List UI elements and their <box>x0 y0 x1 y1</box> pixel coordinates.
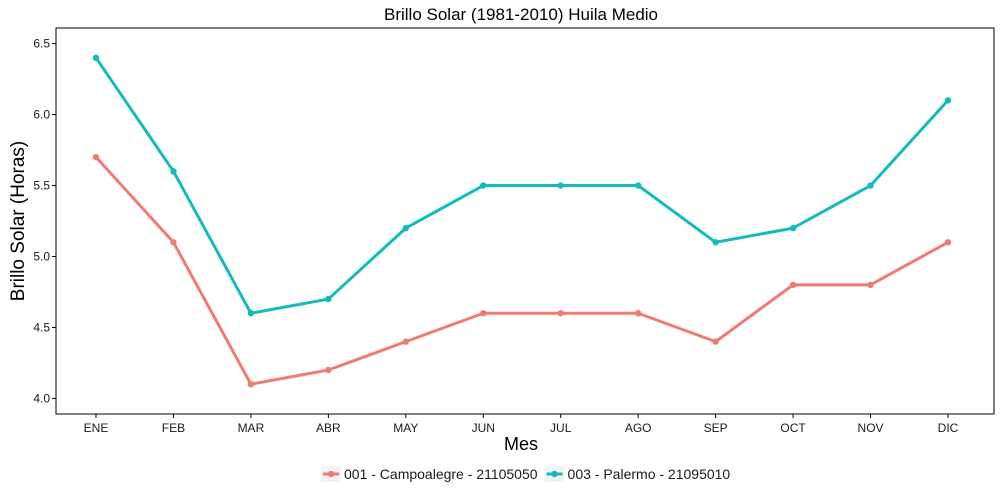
x-tick-label: NOV <box>858 421 884 435</box>
y-axis: 4.0 4.5 5.0 5.5 6.0 6.5 <box>33 37 56 405</box>
y-axis-title: Brillo Solar (Horas) <box>8 141 29 301</box>
y-tick-label: 5.5 <box>33 179 50 193</box>
data-point <box>325 295 332 303</box>
data-point <box>867 281 874 289</box>
x-axis-title: Mes <box>504 434 538 454</box>
legend-entry-label: 001 - Campoalegre - 21105050 <box>344 466 538 482</box>
data-point <box>480 310 487 317</box>
y-tick-label: 5.0 <box>33 249 50 263</box>
y-tick-label: 6.5 <box>33 37 50 51</box>
legend-key-point <box>327 470 335 478</box>
x-tick-label: ABR <box>316 421 341 435</box>
x-tick-label: AGO <box>625 421 652 435</box>
data-point <box>557 182 564 189</box>
series-line <box>94 56 950 315</box>
x-tick-label: JUN <box>472 421 495 435</box>
series-line <box>94 155 950 386</box>
data-point <box>789 224 797 232</box>
x-axis: ENE FEB MAR ABR MAY JUN JUL AGO SEP OCT NOV DIC <box>84 414 959 435</box>
x-tick-label: OCT <box>780 421 806 435</box>
data-point <box>402 338 410 345</box>
data-point <box>92 153 100 161</box>
x-tick-label: SEP <box>704 421 728 435</box>
chart-title: Brillo Solar (1981-2010) Huila Medio <box>384 5 658 24</box>
data-point <box>789 281 797 289</box>
series-layer <box>92 54 952 388</box>
data-point <box>867 182 874 189</box>
data-point <box>247 310 255 317</box>
data-point <box>944 239 952 246</box>
data-point <box>712 338 719 345</box>
data-point <box>170 168 177 175</box>
x-tick-label: JUL <box>550 421 572 435</box>
data-point <box>634 182 642 189</box>
data-point <box>92 54 100 62</box>
legend-entry-label: 003 - Palermo - 21095010 <box>568 466 731 482</box>
data-point <box>712 239 719 246</box>
data-point <box>170 239 177 246</box>
data-point <box>402 224 410 232</box>
data-point <box>557 310 564 317</box>
data-point <box>480 182 487 189</box>
y-tick-label: 4.0 <box>33 391 50 405</box>
data-point <box>247 380 255 388</box>
plot-panel <box>55 27 995 415</box>
y-tick-label: 4.5 <box>33 320 50 334</box>
x-tick-label: DIC <box>938 421 959 435</box>
legend-key-point <box>551 470 558 478</box>
x-tick-label: MAR <box>238 421 265 435</box>
legend: 001 - Campoalegre - 21105050 003 - Palerm… <box>321 466 730 482</box>
x-tick-label: FEB <box>162 421 185 435</box>
data-point <box>634 310 642 317</box>
data-point <box>325 366 332 374</box>
x-tick-label: MAY <box>393 421 418 435</box>
x-tick-label: ENE <box>84 421 109 435</box>
data-point <box>944 97 952 104</box>
y-tick-label: 6.0 <box>33 108 50 122</box>
